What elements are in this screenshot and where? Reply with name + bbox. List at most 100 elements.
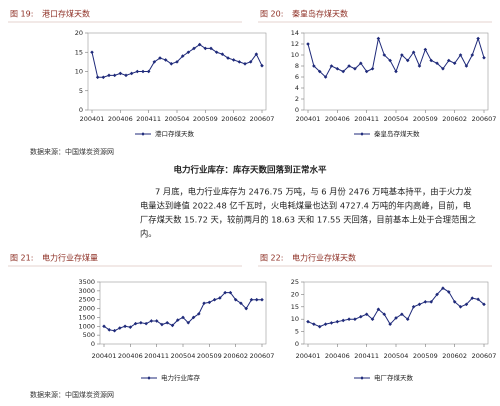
figure-title: 秦皇岛存煤天数 [292, 9, 348, 19]
marker [476, 297, 480, 302]
y-tick-label: 0 [79, 106, 83, 114]
marker [90, 50, 94, 55]
marker [312, 64, 316, 68]
marker [112, 328, 117, 333]
marker [152, 60, 157, 64]
marker [441, 286, 445, 290]
marker [400, 312, 404, 317]
marker [405, 317, 410, 321]
marker [175, 318, 180, 322]
marker [347, 317, 351, 321]
y-tick-label: 25 [291, 278, 299, 286]
marker [470, 296, 475, 300]
marker [260, 297, 264, 302]
y-tick-label: 2000 [78, 305, 95, 313]
marker [107, 328, 112, 332]
figure-title: 电力行业存煤量 [42, 253, 98, 263]
marker [400, 53, 404, 57]
marker [335, 66, 340, 71]
y-tick-label: 2 [295, 95, 299, 103]
marker [169, 62, 174, 66]
marker [197, 42, 202, 47]
marker [146, 69, 151, 74]
legend-label: 港口存煤天数 [155, 129, 195, 138]
y-tick-label: 500 [83, 331, 95, 339]
marker [254, 52, 259, 56]
marker [388, 322, 392, 326]
marker [218, 296, 222, 300]
x-tick-label: 200401 [296, 115, 321, 123]
marker [124, 73, 128, 78]
y-tick-label: 2500 [78, 296, 95, 304]
y-tick-label: 1000 [78, 322, 95, 330]
marker [139, 320, 143, 325]
marker [237, 60, 242, 64]
marker [394, 316, 398, 320]
marker [312, 322, 316, 326]
marker [231, 58, 236, 62]
marker [306, 319, 310, 324]
marker [180, 54, 185, 58]
marker [458, 53, 463, 57]
marker [452, 300, 457, 304]
x-tick-label: 200607 [472, 115, 497, 123]
y-tick-label: 0 [295, 106, 299, 114]
figure-label: 图 19: [10, 10, 33, 19]
marker [353, 66, 357, 71]
marker [370, 317, 375, 321]
marker [133, 321, 138, 326]
x-tick-label: 200504 [171, 352, 196, 360]
figure-label: 图 22: [260, 254, 283, 263]
marker [163, 58, 168, 62]
marker [376, 307, 381, 312]
x-tick-label: 200504 [384, 352, 409, 360]
figure-title: 电力行业存煤天数 [292, 253, 356, 263]
marker [160, 322, 164, 327]
y-tick-label: 1500 [78, 313, 95, 321]
y-tick-label: 15 [291, 303, 299, 311]
marker [364, 69, 369, 74]
x-tick-label: 200401 [80, 115, 105, 123]
y-tick-label: 20 [291, 290, 299, 298]
y-tick-label: 14 [291, 29, 299, 37]
source: 数据来源：中国煤炭资源网 [30, 390, 114, 399]
x-tick-label: 200509 [413, 115, 438, 123]
paragraph-line: 电量达到峰值 2022.48 亿千瓦时，火电耗煤量也达到 4727.4 万吨的年… [140, 201, 471, 211]
marker [411, 305, 416, 309]
marker [203, 46, 208, 51]
legend-marker [141, 132, 145, 136]
marker [435, 61, 439, 66]
figure-label: 图 20: [260, 10, 283, 19]
marker [214, 50, 219, 55]
marker [118, 326, 122, 330]
legend-marker [147, 376, 151, 380]
x-tick-label: 200411 [144, 352, 169, 360]
x-tick-label: 200602 [221, 115, 246, 123]
marker [476, 36, 480, 41]
marker [341, 318, 345, 323]
marker [212, 297, 217, 302]
marker [435, 292, 439, 297]
marker [423, 300, 428, 304]
marker [102, 324, 106, 329]
marker [243, 62, 247, 66]
marker [341, 69, 345, 74]
x-tick-label: 200509 [193, 115, 218, 123]
paragraph-line: 内。 [140, 229, 157, 239]
legend-label: 电厂存煤天数 [374, 373, 414, 382]
y-tick-label: 10 [75, 68, 83, 76]
marker [181, 315, 185, 320]
marker [359, 314, 363, 319]
marker [202, 301, 206, 306]
y-tick-label: 15 [75, 48, 83, 56]
marker [170, 323, 175, 328]
marker [260, 63, 264, 68]
marker [347, 64, 351, 68]
legend-marker [360, 132, 364, 136]
marker [192, 46, 196, 51]
marker [239, 301, 243, 306]
x-tick-label: 200401 [92, 352, 117, 360]
y-tick-label: 6 [295, 73, 299, 81]
x-tick-label: 200406 [108, 115, 133, 123]
